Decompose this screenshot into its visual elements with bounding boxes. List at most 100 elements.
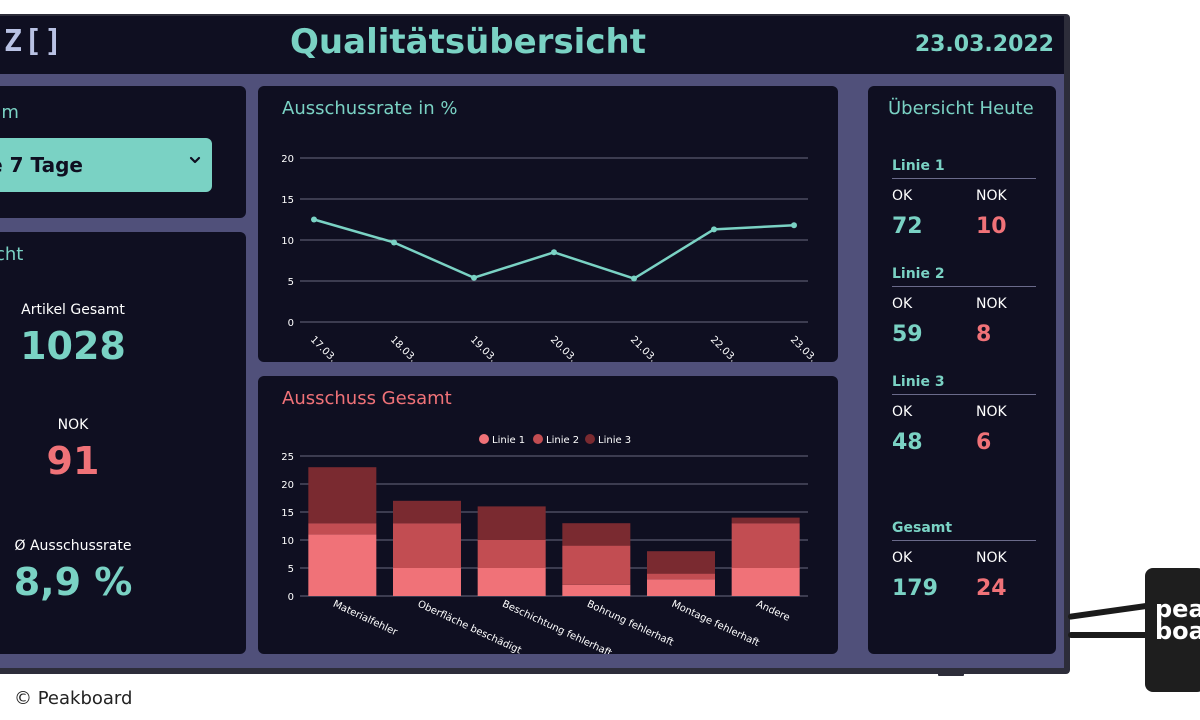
artikel-value: 1028 [20,324,126,368]
copyright-text: © Peakboard [14,688,133,709]
ok-value: 72 [892,214,923,239]
y-tick-label: 5 [288,277,294,288]
bar-segment [562,584,631,596]
peakboard-box-brand: pea boa [1155,595,1200,645]
bar-segment [393,500,461,524]
line-chart-title: Ausschussrate in % [282,98,458,119]
bar-segment [731,523,800,568]
bar-segment [393,523,461,568]
page-title: Qualitätsübersicht [290,22,646,62]
x-tick-label: 22.03. [708,334,738,362]
cable-2 [1068,632,1152,638]
group-title-linie-3: Linie 3 [892,374,945,390]
chevron-down-icon [189,156,201,164]
kennzahlen-panel: icht Artikel Gesamt 1028 NOK 91 Ø Aussch… [0,232,246,654]
x-tick-label: 18.03. [388,334,418,362]
cable-1 [1067,602,1150,620]
group-divider [892,394,1036,395]
legend-label: Linie 1 [492,435,525,446]
bar-segment [477,540,546,568]
y-tick-label: 0 [288,592,294,603]
ok-label: OK [892,296,913,312]
group-title-linie-1: Linie 1 [892,158,945,174]
legend-label: Linie 3 [598,435,631,446]
bar-segment [477,506,546,540]
series-line [313,218,795,280]
monitor-frame: Z[] Qualitätsübersicht 23.03.2022 um tte… [0,14,1070,674]
ok-label: OK [892,550,913,566]
y-tick-label: 15 [281,508,294,519]
ok-value: 179 [892,576,938,601]
x-tick-label: 20.03. [548,334,578,362]
kennzahlen-title: icht [0,244,24,265]
nok-value: 6 [976,430,992,455]
bar-segment [647,551,715,574]
monitor-foot [938,672,964,676]
artikel-label: Artikel Gesamt [21,302,125,318]
y-tick-label: 20 [281,154,294,165]
ok-label: OK [892,188,913,204]
legend-swatch [479,434,489,444]
bar-segment [731,517,800,524]
x-tick-label: Materialfehler [331,599,400,639]
dashboard-screen: Z[] Qualitätsübersicht 23.03.2022 um tte… [0,16,1064,668]
x-tick-label: 17.03. [308,334,338,362]
group-divider [892,540,1036,541]
nok-label: NOK [57,417,89,433]
ok-label: OK [892,404,913,420]
y-tick-label: 10 [281,236,294,247]
bar-segment [308,534,377,596]
uebersicht-title: Übersicht Heute [888,98,1034,119]
legend-swatch [585,434,595,444]
data-point [311,216,317,223]
y-tick-label: 15 [281,195,294,206]
y-tick-label: 0 [288,318,294,329]
bar-segment [308,467,377,524]
group-divider [892,286,1036,287]
x-tick-label: 23.03. [788,334,818,362]
nok-label: NOK [976,188,1007,204]
nok-value: 91 [46,439,100,483]
bar-segment [477,568,546,596]
zeitraum-title: um [0,102,19,123]
brand-logo: Z[] [4,24,65,59]
header-bar: Z[] Qualitätsübersicht 23.03.2022 [0,16,1064,74]
nok-value: 24 [976,576,1007,601]
data-point [471,274,477,281]
bar-segment [308,523,377,535]
legend-swatch [533,434,543,444]
bar-segment [393,568,461,596]
date-range-dropdown[interactable]: tte 7 Tage [0,138,212,192]
nok-label: NOK [976,296,1007,312]
nok-value: 8 [976,322,992,347]
bar-chart: 0 5 10 15 20 25 Linie 1 Linie 2 Linie 3 Materialf… [281,434,808,654]
zeitraum-panel: um tte 7 Tage [0,86,246,218]
y-tick-label: 25 [281,452,294,463]
data-point [551,249,557,256]
data-point [391,239,397,246]
y-tick-label: 20 [281,480,294,491]
ausschussrate-panel: Ausschussrate in % 0 5 10 15 20 17.03. 18.03. 1… [258,86,838,362]
bar-segment [647,579,715,596]
data-point [791,222,797,229]
uebersicht-panel: Übersicht Heute Linie 1 OK NOK 72 10 Linie 2 O… [868,86,1056,654]
nok-value: 10 [976,214,1007,239]
peakboard-box: pea boa [1145,568,1200,692]
header-date: 23.03.2022 [914,32,1054,57]
bar-chart-title: Ausschuss Gesamt [282,388,452,409]
ok-value: 48 [892,430,923,455]
y-tick-label: 5 [288,564,294,575]
bar-segment [562,545,631,585]
x-tick-label: 19.03. [468,334,498,362]
group-title-linie-2: Linie 2 [892,266,945,282]
x-tick-label: Bohrung fehlerhaft [585,599,675,649]
nok-label: NOK [976,404,1007,420]
group-title-gesamt: Gesamt [892,520,953,536]
bar-segment [731,568,800,596]
legend-label: Linie 2 [546,435,579,446]
x-tick-label: Montage fehlerhaft [670,599,761,649]
x-tick-label: Andere [754,599,791,624]
data-point [711,226,717,233]
ausschuss-gesamt-panel: Ausschuss Gesamt 0 5 10 15 20 25 Linie 1 Linie … [258,376,838,654]
